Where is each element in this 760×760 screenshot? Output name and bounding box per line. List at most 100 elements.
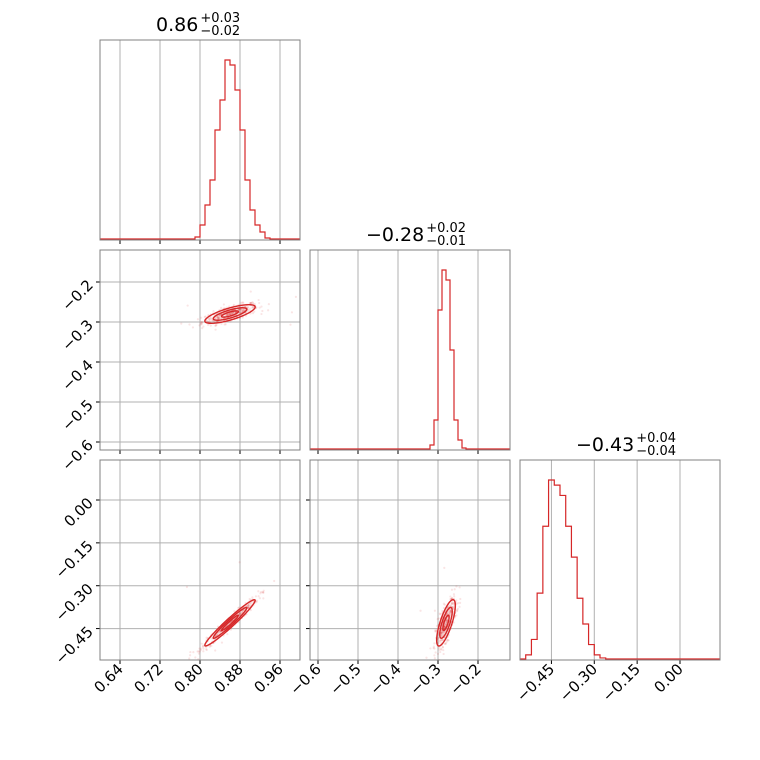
sample-point <box>205 636 208 639</box>
y-tick-label: −0.6 <box>58 436 96 474</box>
sample-point <box>214 328 217 331</box>
sample-point <box>289 323 292 326</box>
sample-point <box>228 312 231 315</box>
sample-point <box>238 612 241 615</box>
sample-point <box>228 313 231 316</box>
sample-point <box>240 308 244 311</box>
sample-point <box>242 310 245 313</box>
sample-point <box>217 317 220 320</box>
sample-point <box>448 612 451 615</box>
sample-point <box>445 619 449 622</box>
sample-point <box>450 588 454 591</box>
hist-panel-p0 <box>99 39 301 244</box>
sample-point <box>218 316 221 319</box>
y-tick-label: −0.45 <box>52 623 97 668</box>
histogram-step <box>310 269 510 450</box>
hist-panel-p1 <box>309 249 511 454</box>
sample-point <box>433 642 436 645</box>
sample-point <box>434 629 437 632</box>
sample-point <box>200 321 203 324</box>
sample-point <box>452 593 456 596</box>
sample-point <box>446 619 449 622</box>
sample-point <box>442 649 445 652</box>
sample-point <box>439 640 442 643</box>
sample-point <box>208 318 211 322</box>
sample-point <box>260 312 263 316</box>
x-tick-label: 0.88 <box>210 660 246 696</box>
sample-point <box>238 561 241 564</box>
sample-point <box>441 630 444 634</box>
sample-point <box>434 630 437 633</box>
sample-point <box>445 619 448 622</box>
sample-point <box>214 649 217 652</box>
sample-point <box>239 308 242 311</box>
sample-point <box>207 313 210 317</box>
sample-point <box>229 312 232 315</box>
title-upper-error: +0.02 <box>426 221 466 236</box>
sample-point <box>241 316 244 319</box>
sample-point <box>253 310 256 313</box>
sample-point <box>216 316 219 319</box>
sample-point <box>441 638 444 641</box>
sample-point <box>188 323 191 326</box>
sample-point <box>437 617 440 620</box>
sample-point <box>450 602 453 605</box>
sample-point <box>441 632 444 635</box>
sample-point <box>247 604 250 607</box>
sample-point <box>258 306 261 309</box>
sample-point <box>202 647 205 650</box>
sample-point <box>249 609 252 612</box>
sample-point <box>242 301 245 304</box>
sample-point <box>254 595 258 598</box>
sample-point <box>199 321 202 324</box>
x-tick-label: −0.3 <box>406 660 444 698</box>
sample-point <box>455 585 458 588</box>
sample-point <box>447 639 450 642</box>
sample-point <box>449 612 452 615</box>
sample-point <box>239 308 242 311</box>
contour-level-3 <box>204 303 256 325</box>
sample-point <box>239 612 242 615</box>
title-value: −0.43 <box>576 434 634 456</box>
sample-point <box>216 633 219 636</box>
sample-point <box>442 631 446 634</box>
sample-point <box>228 312 231 316</box>
sample-point <box>448 611 451 614</box>
sample-point <box>440 632 443 635</box>
sample-point <box>197 652 201 655</box>
contour-level-3 <box>204 599 256 647</box>
sample-point <box>247 604 250 607</box>
sample-point <box>194 656 197 659</box>
sample-point <box>440 632 443 635</box>
sample-point <box>260 590 263 594</box>
sample-point <box>233 311 236 314</box>
sample-point <box>246 604 250 608</box>
sample-point <box>219 317 222 320</box>
contour-level-2 <box>212 606 248 639</box>
sample-point <box>436 652 440 656</box>
sample-point <box>215 323 218 327</box>
sample-point <box>232 312 235 315</box>
sample-point <box>440 647 443 650</box>
sample-point <box>439 639 443 642</box>
sample-point <box>201 646 204 649</box>
sample-point <box>443 625 446 629</box>
panel-background <box>520 460 720 660</box>
sample-point <box>261 591 265 594</box>
sample-point <box>214 324 217 328</box>
sample-point <box>247 605 250 609</box>
sample-point <box>223 323 226 326</box>
sample-point <box>445 620 448 623</box>
sample-point <box>215 633 219 637</box>
sample-point <box>443 642 446 645</box>
sample-point <box>239 310 242 314</box>
sample-point <box>200 322 203 325</box>
sample-point <box>255 601 258 604</box>
title-lower-error: −0.04 <box>636 444 676 459</box>
y-tick-label: 0.00 <box>60 494 96 530</box>
sample-point <box>442 632 445 635</box>
sample-point <box>261 309 264 313</box>
sample-point <box>204 315 207 318</box>
sample-point <box>459 601 462 604</box>
sample-point <box>202 325 205 328</box>
